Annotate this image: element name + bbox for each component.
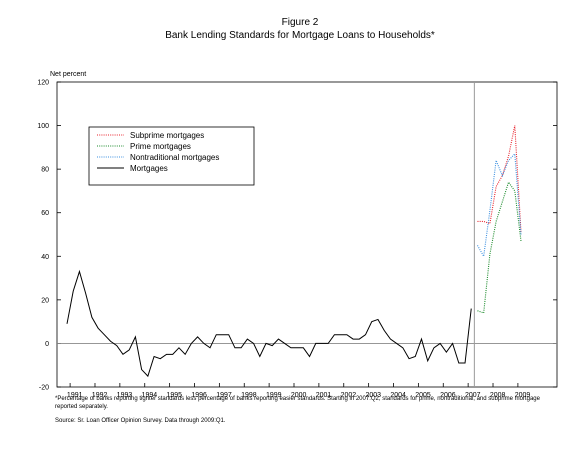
x-tick-label: 1995 [166,392,182,399]
x-tick-label: 2001 [316,392,332,399]
legend-label: Prime mortgages [130,142,191,151]
y-tick-label: 60 [41,210,49,217]
y-tick-label: 120 [37,80,49,87]
y-tick-label: 20 [41,297,49,304]
x-tick-label: 1996 [191,392,207,399]
chart-subtitle: Bank Lending Standards for Mortgage Loan… [165,30,435,41]
x-tick-label: 2007 [465,392,481,399]
x-tick-label: 2003 [365,392,381,399]
series-line [476,152,522,258]
y-tick-label: -20 [39,385,49,392]
x-tick-label: 1992 [92,392,108,399]
legend-label: Subprime mortgages [130,131,204,140]
x-tick-label: 2005 [415,392,431,399]
source-note: Source: Sr. Loan Officer Opinion Survey.… [55,418,226,424]
x-tick-label: 1994 [142,392,158,399]
y-tick-label: 80 [41,167,49,174]
x-tick-label: 2008 [490,392,506,399]
x-tick-label: 1997 [216,392,232,399]
x-tick-label: 2000 [291,392,307,399]
legend-label: Mortgages [130,164,168,173]
x-tick-label: 2006 [440,392,456,399]
y-tick-label: 0 [45,341,49,348]
footnote: *Percentage of banks reporting tighter s… [55,396,540,410]
legend-label: Nontraditional mortgages [130,153,219,162]
legend-box [88,126,255,186]
x-tick-label: 1993 [117,392,133,399]
x-tick-label: 1991 [67,392,83,399]
series-line [477,180,522,314]
x-tick-label: 1999 [266,392,282,399]
x-tick-label: 2009 [515,392,531,399]
x-tick-label: 2002 [341,392,357,399]
series-line [477,125,522,233]
y-tick-label: 40 [41,254,49,261]
series-line [66,269,472,378]
x-tick-label: 1998 [241,392,257,399]
y-axis-label: Net percent [50,71,86,78]
y-tick-label: 100 [37,123,49,130]
x-tick-label: 2004 [390,392,406,399]
chart-title: Figure 2 [282,17,319,28]
plot-frame [56,81,558,388]
